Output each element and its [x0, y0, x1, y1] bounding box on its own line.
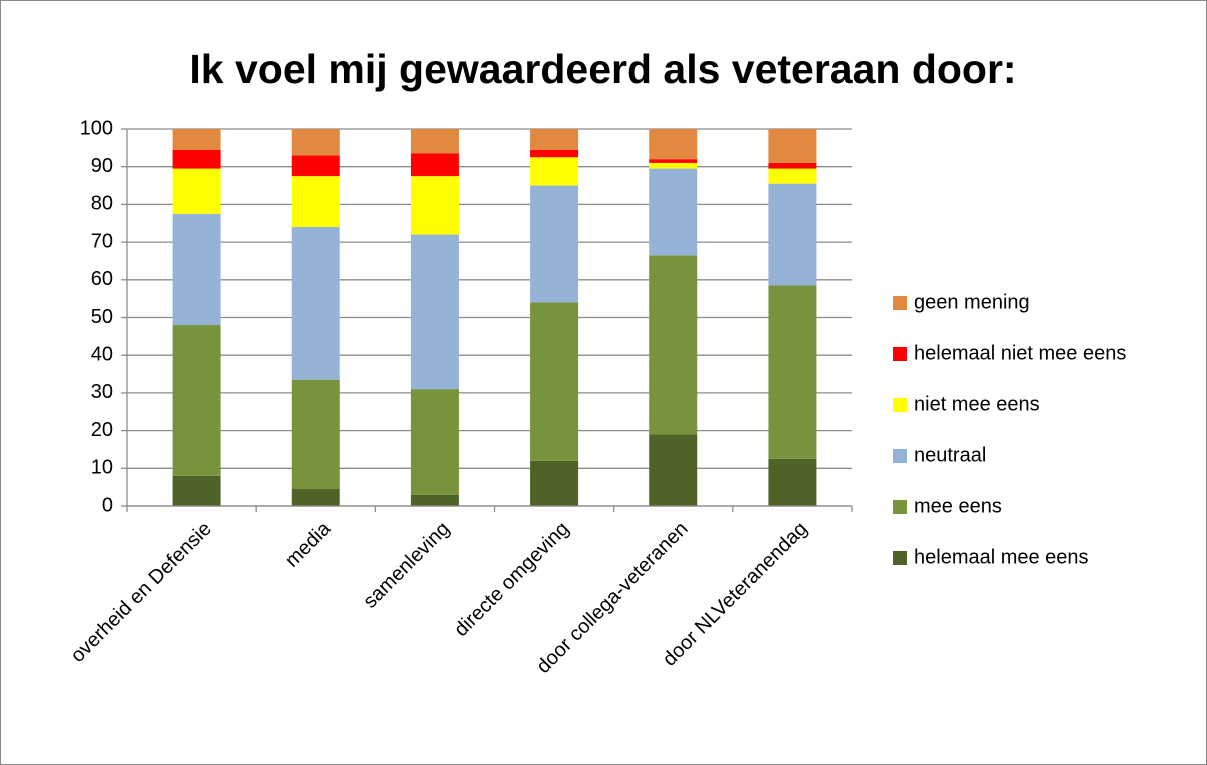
legend-swatch: [893, 500, 907, 514]
bar-segment: [649, 255, 698, 435]
bar-segment: [410, 176, 459, 235]
bar-segment: [410, 153, 459, 177]
bar-segment: [291, 129, 340, 156]
bar-segment: [291, 379, 340, 490]
bar-segment: [768, 458, 817, 506]
legend-swatch: [893, 398, 907, 412]
bar-segment: [530, 185, 579, 303]
bar-segment: [649, 129, 698, 160]
chart-title: Ik voel mij gewaardeerd als veteraan doo…: [189, 46, 1016, 92]
bar-segment: [530, 157, 579, 186]
bar-segment: [768, 183, 817, 286]
bar-segment: [649, 168, 698, 256]
bar-segment: [768, 129, 817, 163]
y-tick-label: 0: [102, 494, 113, 516]
legend-label: neutraal: [914, 444, 986, 466]
legend-label: helemaal niet mee eens: [914, 342, 1126, 364]
bar-segment: [768, 285, 817, 459]
y-tick-label: 70: [91, 230, 113, 252]
bar-segment: [410, 129, 459, 154]
legend-label: helemaal mee eens: [914, 546, 1089, 568]
y-tick-label: 80: [91, 193, 113, 215]
y-tick-label: 10: [91, 457, 113, 479]
bar-segment: [291, 155, 340, 177]
bar-segment: [172, 149, 221, 169]
bar-segment: [172, 168, 221, 214]
bar-segment: [291, 227, 340, 380]
bar-segment: [172, 475, 221, 506]
bar-segment: [291, 489, 340, 506]
bar-segment: [410, 234, 459, 390]
bar-segment: [410, 494, 459, 506]
bar-segment: [649, 162, 698, 169]
bar-segment: [530, 129, 579, 150]
y-tick-label: 90: [91, 155, 113, 177]
bar-segment: [291, 176, 340, 228]
legend-swatch: [893, 551, 907, 565]
y-tick-label: 60: [91, 268, 113, 290]
bar-segment: [172, 325, 221, 476]
bar-segment: [768, 168, 817, 184]
bar-segment: [649, 159, 698, 163]
bar-segment: [172, 129, 221, 150]
bar-segment: [530, 302, 579, 461]
legend-label: geen mening: [914, 291, 1030, 313]
bar-segment: [530, 460, 579, 506]
y-tick-label: 100: [80, 117, 113, 139]
legend-swatch: [893, 296, 907, 310]
bar-segment: [172, 213, 221, 326]
bar-segment: [768, 162, 817, 169]
y-tick-label: 20: [91, 419, 113, 441]
legend-swatch: [893, 449, 907, 463]
y-tick-label: 40: [91, 343, 113, 365]
bar-segment: [530, 149, 579, 158]
bar-segment: [410, 389, 459, 495]
legend-swatch: [893, 347, 907, 361]
y-tick-label: 30: [91, 381, 113, 403]
legend-label: niet mee eens: [914, 393, 1040, 415]
y-tick-label: 50: [91, 306, 113, 328]
bar-segment: [649, 434, 698, 506]
legend-label: mee eens: [914, 495, 1002, 517]
